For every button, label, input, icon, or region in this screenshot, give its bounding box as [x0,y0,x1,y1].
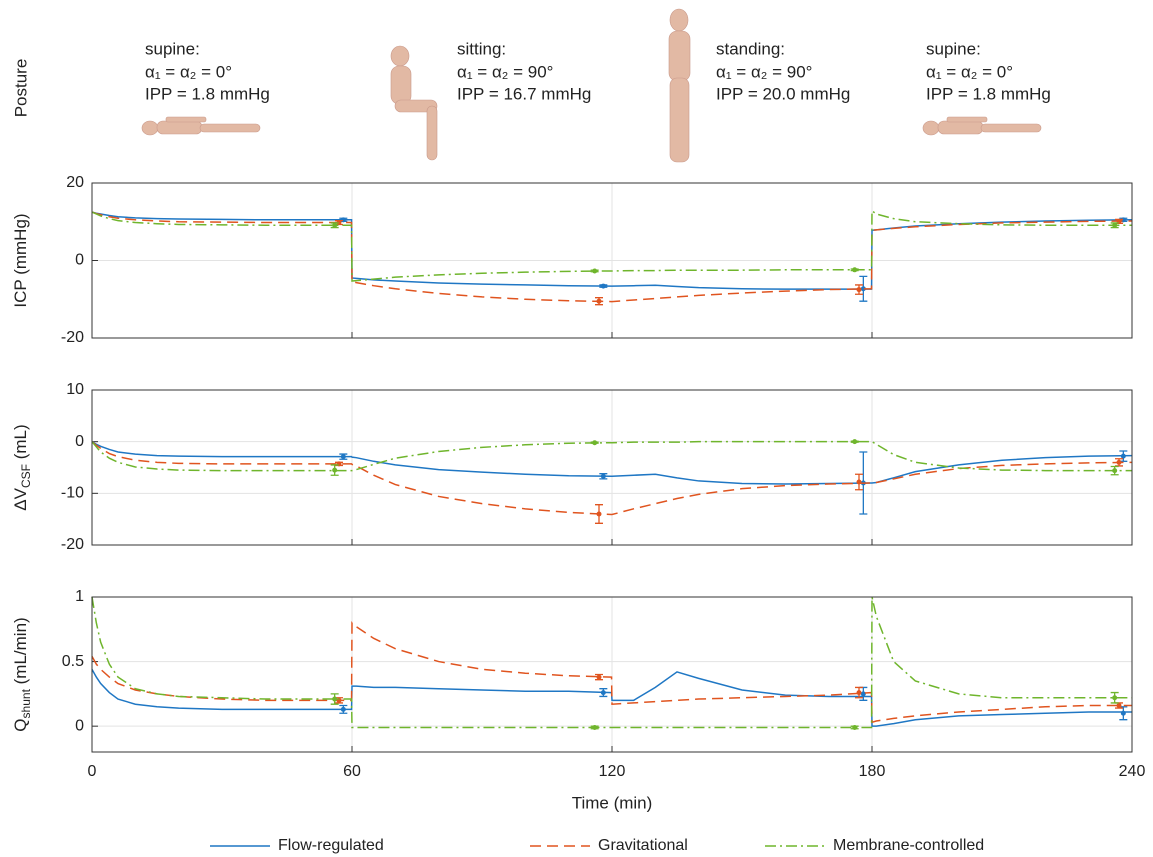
series-line [91,441,1133,516]
legend-label: Gravitational [598,837,688,854]
error-point [860,691,866,697]
error-point [332,467,338,473]
error-point [856,479,862,485]
x-axis-label: Time (min) [572,793,653,812]
error-point [852,439,858,445]
error-point [1120,453,1126,459]
y-axis-label-part: (mL/min) [11,617,30,689]
y-axis-label-part: (mL) [11,424,30,464]
error-point [340,706,346,712]
x-tick-label: 0 [88,763,97,780]
series-line [91,596,1132,729]
error-point [596,298,602,304]
posture-detail: α₁ = α₂ = 90° [716,62,812,81]
posture-detail: α₁ = α₂ = 0° [145,62,232,81]
posture-detail: IPP = 20.0 mmHg [716,84,850,103]
error-point [1116,703,1122,708]
posture-name: standing: [716,39,785,58]
error-point [860,286,866,292]
error-point [1112,468,1118,474]
error-point [1116,459,1122,465]
error-point [340,217,346,223]
error-point [592,440,598,446]
y-axis-label: ICP (mmHg) [11,213,30,307]
error-point [1120,710,1126,716]
posture-detail: IPP = 1.8 mmHg [145,84,270,103]
error-point [336,220,342,226]
x-tick-label: 60 [343,763,361,780]
supine-figure [922,116,1042,136]
series-line [91,440,1132,472]
x-tick-label: 180 [859,763,886,780]
error-point [856,690,862,696]
posture-name: supine: [926,39,981,58]
legend-label: Flow-regulated [278,837,384,854]
error-point [1112,695,1118,701]
error-point [336,461,342,467]
posture-detail: α₁ = α₂ = 0° [926,62,1013,81]
error-point [340,454,346,460]
y-axis-label: ΔVCSF (mL) [11,424,33,510]
error-point [600,473,606,479]
plot-frame [91,596,1133,753]
y-tick-label: 0 [75,433,84,450]
error-point [592,724,598,730]
posture-name: supine: [145,39,200,58]
y-axis-label-part: ICP (mmHg) [11,213,30,307]
plot-frame [91,182,1133,339]
sitting-figure [390,45,438,161]
error-point [592,268,598,274]
y-tick-label: 0.5 [62,653,84,670]
posture-detail: IPP = 1.8 mmHg [926,84,1051,103]
series-line [91,211,1133,303]
series-line [91,209,1132,282]
error-point [332,222,338,228]
series-line [91,441,1133,485]
plot-frame [91,389,1133,546]
error-point [596,511,602,517]
posture-name: sitting: [457,39,506,58]
posture-detail: IPP = 16.7 mmHg [457,84,591,103]
y-tick-label: 0 [75,252,84,269]
error-point [852,724,858,730]
error-point [856,287,862,293]
error-point [332,696,338,702]
y-axis-label-part: shunt [19,688,33,718]
x-tick-label: 120 [599,763,626,780]
error-point [1112,222,1118,228]
y-tick-label: -20 [61,329,84,346]
y-tick-label: -20 [61,536,84,553]
y-tick-label: 0 [75,717,84,734]
series-line [91,668,1132,727]
legend-label: Membrane-controlled [833,837,984,854]
posture-label: Posture [11,59,30,118]
y-tick-label: -10 [61,485,84,502]
supine-figure [141,116,261,136]
error-point [600,283,606,289]
y-axis-label-part: ΔV [11,487,30,510]
y-tick-label: 20 [66,174,84,191]
x-tick-label: 240 [1119,763,1146,780]
error-point [596,674,602,680]
series-line [91,211,1133,290]
error-point [600,690,606,696]
y-axis-label-part: CSF [19,464,33,488]
standing-figure [668,8,691,163]
y-tick-label: 1 [75,588,84,605]
posture-icons [141,8,1042,163]
error-point [852,267,858,273]
y-axis-label-part: Q [11,718,30,731]
y-axis-label: Qshunt (mL/min) [11,617,33,731]
y-tick-label: 10 [66,381,84,398]
posture-detail: α₁ = α₂ = 90° [457,62,553,81]
